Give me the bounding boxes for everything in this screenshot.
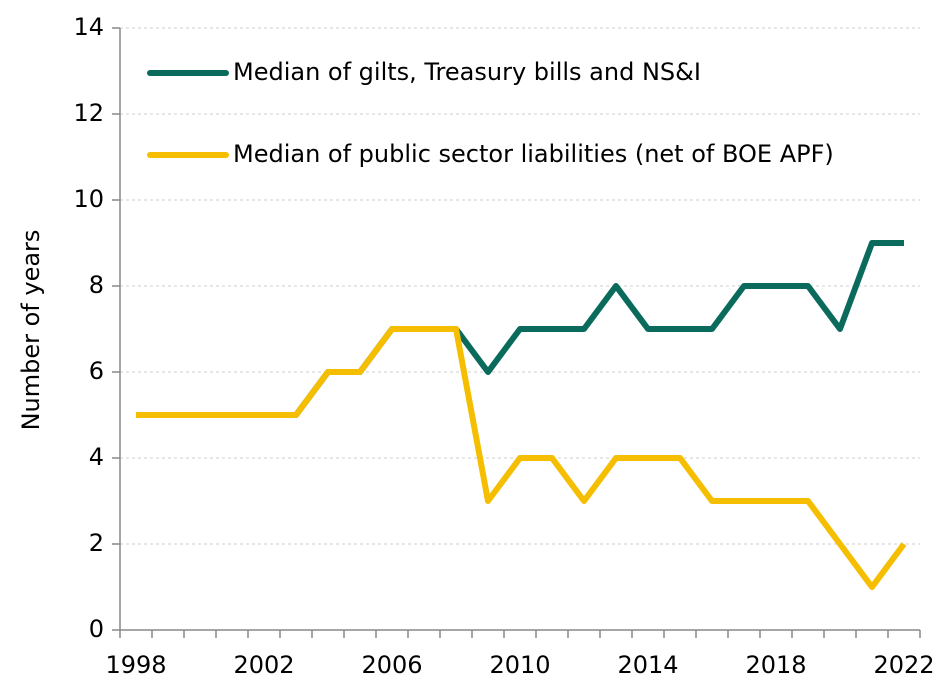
x-tick-label: 2006 bbox=[361, 651, 422, 679]
y-tick-label: 8 bbox=[89, 271, 104, 299]
x-tick-label: 2022 bbox=[873, 651, 934, 679]
y-tick-label: 10 bbox=[73, 185, 104, 213]
legend-label: Median of gilts, Treasury bills and NS&I bbox=[233, 58, 701, 86]
y-tick-label: 2 bbox=[89, 529, 104, 557]
y-tick-label: 12 bbox=[73, 99, 104, 127]
y-tick-label: 14 bbox=[73, 13, 104, 41]
x-tick-label: 2002 bbox=[233, 651, 294, 679]
series-line bbox=[136, 240, 904, 418]
y-tick-label: 4 bbox=[89, 443, 104, 471]
legend-label: Median of public sector liabilities (net… bbox=[233, 140, 834, 168]
x-tick-label: 2018 bbox=[745, 651, 806, 679]
x-tick-label: 2014 bbox=[617, 651, 678, 679]
y-tick-label: 0 bbox=[89, 615, 104, 643]
y-tick-label: 6 bbox=[89, 357, 104, 385]
y-axis-label: Number of years bbox=[17, 230, 45, 431]
series-line bbox=[136, 326, 907, 590]
x-tick-label: 1998 bbox=[105, 651, 166, 679]
x-tick-label: 2010 bbox=[489, 651, 550, 679]
